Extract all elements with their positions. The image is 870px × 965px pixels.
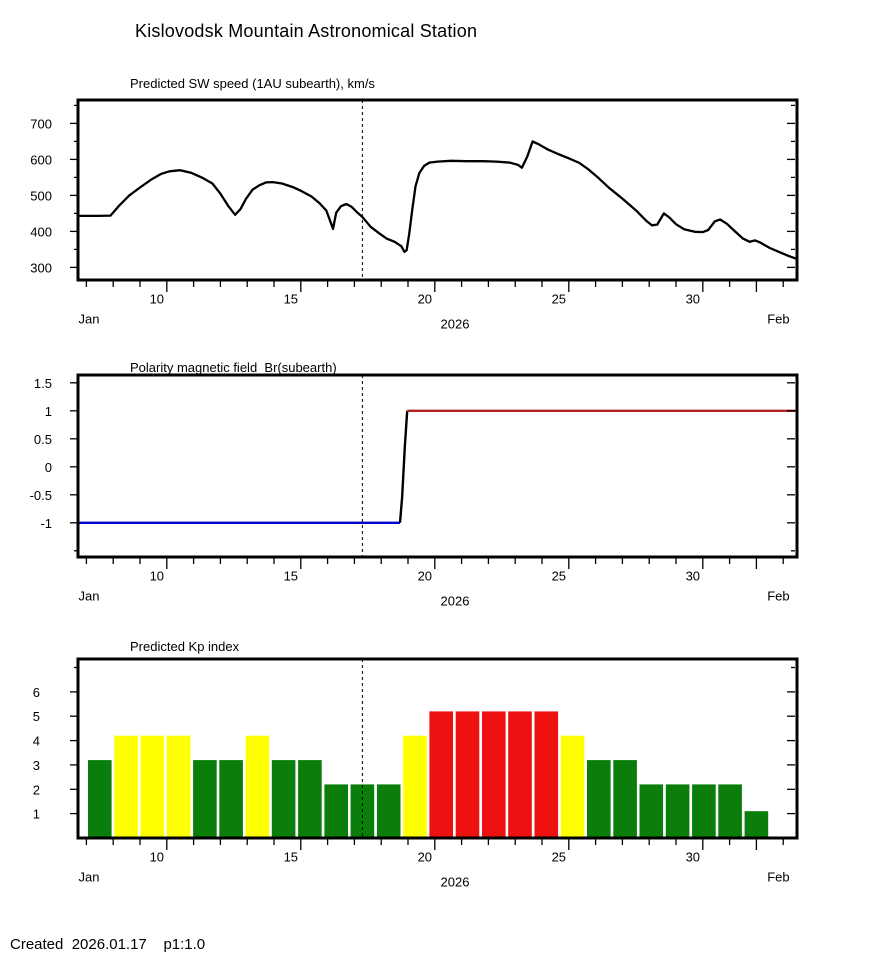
x-tick-label: 15	[284, 850, 298, 865]
kp-bar-jan-25	[560, 735, 585, 838]
month-label-feb: Feb	[767, 589, 789, 604]
sw-speed-line	[76, 140, 799, 261]
x-tick-label: 30	[686, 850, 700, 865]
y-tick-label: 400	[30, 224, 52, 239]
x-tick-label: 10	[150, 569, 164, 584]
y-axis-ticks	[70, 666, 795, 815]
x-tick-label: 20	[418, 569, 432, 584]
y-tick-label: 500	[30, 188, 52, 203]
x-axis-ticks	[85, 839, 784, 850]
plot-frame	[76, 98, 799, 282]
y-tick-label: 1	[33, 807, 40, 822]
month-label-jan: Jan	[79, 312, 100, 327]
month-label-feb: Feb	[767, 312, 789, 327]
x-axis-labels: 10 15 20 25 30 Jan 2026 Feb	[79, 292, 790, 332]
y-axis-labels: -1 -0.5 0 0.5 1 1.5	[30, 376, 52, 531]
y-tick-label: 700	[30, 116, 52, 131]
x-axis-labels: 10 15 20 25 30 Jan 2026 Feb	[79, 850, 790, 890]
y-axis-ticks	[70, 104, 795, 269]
chart-sw-speed: 10 15 20 25 30 Jan 2026 Feb 300 400 500 600 700	[30, 98, 799, 332]
chart-polarity: 10 15 20 25 30 Jan 2026 Feb -1 -0.5 0 0.5 1 1.5	[30, 373, 799, 609]
month-label-feb: Feb	[767, 870, 789, 885]
year-label: 2026	[441, 875, 470, 890]
x-tick-label: 25	[552, 569, 566, 584]
x-tick-label: 25	[552, 292, 566, 307]
plot-frame	[76, 657, 799, 840]
kp-bars	[88, 711, 769, 838]
x-tick-label: 10	[150, 292, 164, 307]
year-label: 2026	[441, 594, 470, 609]
x-tick-label: 20	[418, 292, 432, 307]
kp-bar-jan-18	[376, 784, 401, 838]
x-tick-label: 30	[686, 292, 700, 307]
kp-bar-jan-28	[639, 784, 664, 838]
kp-bar-jan-29	[665, 784, 690, 838]
plot-frame	[76, 373, 799, 559]
kp-bar-jan-30	[692, 784, 716, 838]
created-stamp: Created 2026.01.17 p1:1.0	[10, 936, 206, 953]
y-tick-label: 6	[33, 685, 40, 700]
polarity-transition-line	[398, 410, 409, 523]
month-label-jan: Jan	[79, 870, 100, 885]
y-tick-label: 4	[33, 734, 40, 749]
y-tick-label: 0	[45, 460, 52, 475]
kp-bar-jan-21	[455, 711, 480, 838]
page-title: Kislovodsk Mountain Astronomical Station	[135, 21, 478, 41]
kp-bar-jan-12	[219, 760, 243, 838]
y-tick-label: 3	[33, 758, 40, 773]
y-axis-labels: 300 400 500 600 700	[30, 116, 52, 275]
kp-bar-jan-24	[534, 711, 559, 838]
kp-bar-jan-7	[88, 760, 112, 838]
kp-bar-feb-1	[744, 811, 769, 838]
kp-bar-jan-22	[482, 711, 506, 838]
kp-bar-jan-19	[403, 735, 427, 838]
kp-bar-jan-16	[324, 784, 348, 838]
year-label: 2026	[441, 317, 470, 332]
y-tick-label: 2	[33, 782, 40, 797]
x-axis-ticks	[85, 558, 784, 569]
kp-bar-jan-9	[140, 735, 165, 838]
kp-bar-jan-20	[429, 711, 453, 838]
kp-bar-jan-10	[166, 735, 191, 838]
kp-bar-jan-14	[271, 760, 296, 838]
kp-bar-jan-26	[587, 760, 611, 838]
kp-bar-jan-8	[114, 735, 138, 838]
x-axis-ticks	[85, 281, 784, 292]
chart-title-kp-index: Predicted Kp index	[130, 639, 240, 654]
chart-kp-index: 10 15 20 25 30 Jan 2026 Feb 1 2 3 4 5 6	[33, 657, 799, 890]
y-tick-label: 300	[30, 260, 52, 275]
x-tick-label: 10	[150, 850, 164, 865]
x-tick-label: 15	[284, 569, 298, 584]
month-label-jan: Jan	[79, 589, 100, 604]
x-tick-label: 15	[284, 292, 298, 307]
kp-bar-jan-13	[245, 735, 270, 838]
x-tick-label: 25	[552, 850, 566, 865]
chart-title-polarity: Polarity magnetic field Br(subearth)	[130, 360, 337, 375]
chart-title-sw-speed: Predicted SW speed (1AU subearth), km/s	[130, 76, 375, 91]
x-tick-label: 30	[686, 569, 700, 584]
kp-bar-jan-11	[193, 760, 217, 838]
kp-bar-jan-27	[613, 760, 637, 838]
kp-bar-jan-15	[298, 760, 322, 838]
x-axis-labels: 10 15 20 25 30 Jan 2026 Feb	[79, 569, 790, 609]
y-tick-label: 5	[33, 709, 40, 724]
y-tick-label: -1	[40, 516, 52, 531]
y-axis-ticks	[70, 382, 795, 552]
x-tick-label: 20	[418, 850, 432, 865]
kp-bar-jan-31	[718, 784, 742, 838]
y-axis-labels: 1 2 3 4 5 6	[33, 685, 40, 822]
y-tick-label: 1.5	[34, 376, 52, 391]
y-tick-label: 1	[45, 404, 52, 419]
y-tick-label: -0.5	[30, 488, 52, 503]
kp-bar-jan-23	[508, 711, 532, 838]
y-tick-label: 0.5	[34, 432, 52, 447]
y-tick-label: 600	[30, 152, 52, 167]
